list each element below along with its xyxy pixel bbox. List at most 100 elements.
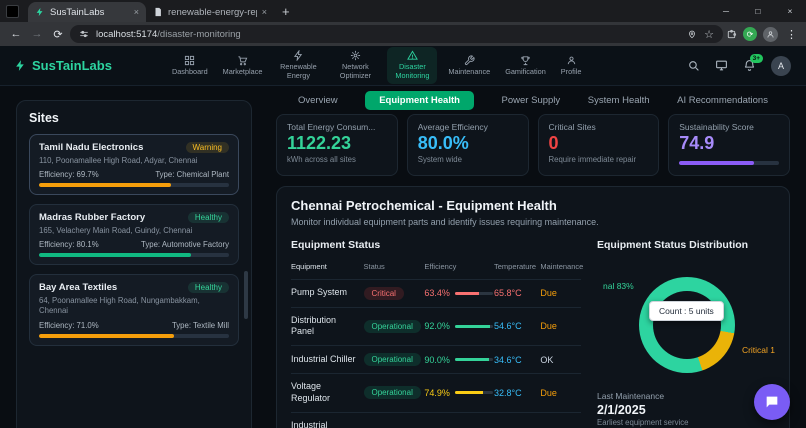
chart-tooltip: Count : 5 units bbox=[649, 301, 724, 321]
efficiency-bar-track bbox=[39, 183, 229, 188]
chat-widget-button[interactable] bbox=[754, 384, 790, 420]
table-row-voltage-regulator: Voltage Regulator Operational 74.9% 32.8… bbox=[291, 373, 581, 411]
extensions-icon[interactable] bbox=[726, 29, 737, 40]
section-tabs: Overview Equipment Health Power Supply S… bbox=[276, 88, 790, 112]
browser-titlebar: SusTainLabs × renewable-energy-report (1… bbox=[0, 0, 806, 22]
window-app-icon bbox=[6, 4, 19, 18]
tab-power-supply[interactable]: Power Supply bbox=[501, 94, 561, 106]
back-button[interactable]: ← bbox=[10, 28, 22, 40]
tab-overview[interactable]: Overview bbox=[298, 94, 338, 106]
maintenance-status: Due bbox=[540, 387, 557, 398]
close-window-button[interactable]: × bbox=[787, 6, 793, 16]
main-navigation: Dashboard Marketplace Renewable Energy N… bbox=[168, 47, 586, 84]
nav-item-gamification[interactable]: Gamification bbox=[501, 52, 550, 80]
wrench-icon bbox=[464, 55, 475, 65]
leaf-favicon-icon bbox=[36, 7, 43, 17]
brand-name: SusTainLabs bbox=[32, 58, 112, 73]
minimize-button[interactable]: ─ bbox=[722, 6, 730, 16]
distribution-title: Equipment Status Distribution bbox=[597, 239, 749, 251]
status-badge: Operational bbox=[363, 353, 421, 367]
efficiency-sparkbar bbox=[454, 391, 493, 395]
energy-bolt-icon bbox=[293, 50, 303, 62]
header-actions: 3+ A bbox=[687, 54, 791, 76]
nav-item-network-optimizer[interactable]: Network Optimizer bbox=[330, 47, 380, 84]
browser-tab-sustainlabs[interactable]: SusTainLabs × bbox=[28, 2, 146, 22]
maintenance-status: Due bbox=[540, 288, 557, 299]
nav-item-profile[interactable]: Profile bbox=[557, 52, 586, 80]
status-badge: Operational bbox=[363, 319, 421, 333]
close-tab-icon[interactable]: × bbox=[261, 7, 267, 17]
site-settings-icon[interactable] bbox=[79, 29, 89, 39]
user-icon bbox=[567, 56, 575, 64]
site-card-madras-rubber-factory[interactable]: Madras Rubber Factory Healthy 165, Velac… bbox=[29, 204, 239, 266]
stat-critical-sites: Critical Sites 0 Require immediate repai… bbox=[537, 114, 660, 176]
location-pin-icon[interactable] bbox=[687, 29, 697, 39]
user-avatar[interactable]: A bbox=[771, 55, 791, 76]
search-icon[interactable] bbox=[687, 59, 700, 72]
document-favicon-icon bbox=[155, 7, 161, 17]
site-address: 110, Poonamallee High Road, Adyar, Chenn… bbox=[39, 156, 198, 165]
notifications-button[interactable]: 3+ bbox=[743, 54, 763, 72]
monitor-icon[interactable] bbox=[715, 59, 728, 72]
site-type: Type: Chemical Plant bbox=[155, 170, 229, 180]
nav-item-renewable-energy[interactable]: Renewable Energy bbox=[273, 47, 323, 84]
last-maintenance-block: Last Maintenance 2/1/2025 Earliest equip… bbox=[597, 391, 775, 427]
efficiency-bar-track bbox=[39, 253, 229, 258]
site-card-bay-area-textiles[interactable]: Bay Area Textiles Healthy 64, Poonamalle… bbox=[29, 274, 239, 346]
site-address: 64, Poonamallee High Road, Nungambakkam,… bbox=[39, 296, 200, 316]
page-title: Chennai Petrochemical - Equipment Health bbox=[291, 198, 557, 213]
equipment-name: Distribution Panel bbox=[291, 314, 337, 337]
sidebar-scrollbar-thumb[interactable] bbox=[244, 271, 248, 319]
site-type: Type: Textile Mill bbox=[171, 320, 229, 330]
equipment-health-panel: Chennai Petrochemical - Equipment Health… bbox=[276, 186, 790, 428]
brand-logo[interactable]: SusTainLabs bbox=[14, 58, 112, 73]
maximize-button[interactable]: □ bbox=[755, 6, 761, 16]
window-controls: ─ □ × bbox=[710, 0, 806, 22]
reload-button[interactable]: ⟳ bbox=[53, 28, 63, 41]
status-badge: Operational bbox=[363, 386, 421, 400]
equipment-name: Pump System bbox=[291, 287, 348, 298]
site-efficiency: Efficiency: 71.0% bbox=[39, 320, 99, 330]
browser-menu-icon[interactable]: ⋮ bbox=[786, 28, 797, 41]
new-tab-button[interactable]: + bbox=[282, 3, 290, 19]
stat-average-efficiency: Average Efficiency 80.0% System wide bbox=[406, 114, 529, 176]
tab-ai-recommendations[interactable]: AI Recommendations bbox=[677, 94, 768, 106]
site-address: 165, Velachery Main Road, Guindy, Chenna… bbox=[39, 226, 193, 236]
equipment-name: Voltage Regulator bbox=[291, 381, 331, 403]
site-efficiency: Efficiency: 80.1% bbox=[39, 240, 99, 250]
equipment-name: Industrial Chiller bbox=[291, 353, 356, 364]
browser-tab-report[interactable]: renewable-energy-report (16).. × bbox=[146, 2, 274, 22]
tab-equipment-health[interactable]: Equipment Health bbox=[365, 90, 474, 110]
nav-item-marketplace[interactable]: Marketplace bbox=[219, 52, 267, 80]
equipment-status-donut[interactable] bbox=[639, 277, 735, 373]
page-subtitle: Monitor individual equipment parts and i… bbox=[291, 217, 599, 227]
close-tab-icon[interactable]: × bbox=[133, 7, 139, 17]
nav-item-dashboard[interactable]: Dashboard bbox=[168, 52, 212, 80]
bookmark-star-icon[interactable]: ☆ bbox=[704, 28, 714, 41]
site-card-tamil-nadu-electronics[interactable]: Tamil Nadu Electronics Warning 110, Poon… bbox=[29, 134, 239, 196]
temperature-value: 65.8°C bbox=[493, 288, 522, 299]
browser-update-icon[interactable]: ⟳ bbox=[743, 27, 757, 41]
table-row-industrial-chiller: Industrial Chiller Operational 90.0% 34.… bbox=[291, 345, 581, 373]
nav-item-maintenance[interactable]: Maintenance bbox=[444, 52, 494, 80]
table-header: Equipment Status Efficiency Temperature … bbox=[291, 262, 584, 272]
status-badge: Healthy bbox=[187, 282, 229, 294]
address-bar[interactable]: localhost:5174/disaster-monitoring ☆ bbox=[70, 25, 723, 43]
distribution-panel: Equipment Status Distribution nal 83% Cr… bbox=[597, 239, 775, 428]
browser-profile-avatar[interactable] bbox=[763, 26, 778, 42]
efficiency-bar-fill bbox=[39, 253, 192, 258]
notification-badge: 3+ bbox=[749, 54, 763, 63]
status-badge: Warning bbox=[185, 142, 229, 153]
network-icon bbox=[350, 51, 360, 61]
donut-label-critical: Critical 1 bbox=[741, 345, 775, 355]
tab-system-health[interactable]: System Health bbox=[587, 94, 650, 106]
stat-total-energy: Total Energy Consum... 1122.23 kWh acros… bbox=[276, 114, 398, 176]
tab-title: SusTainLabs bbox=[50, 6, 105, 18]
maintenance-status: Due bbox=[540, 321, 557, 332]
browser-toolbar: ← → ⟳ localhost:5174/disaster-monitoring… bbox=[0, 22, 806, 46]
efficiency-bar-fill bbox=[39, 183, 172, 188]
user-icon bbox=[767, 30, 774, 38]
app-header: SusTainLabs Dashboard Marketplace Renewa… bbox=[0, 46, 806, 86]
nav-item-disaster-monitoring[interactable]: Disaster Monitoring bbox=[387, 47, 438, 84]
forward-button[interactable]: → bbox=[31, 28, 43, 40]
